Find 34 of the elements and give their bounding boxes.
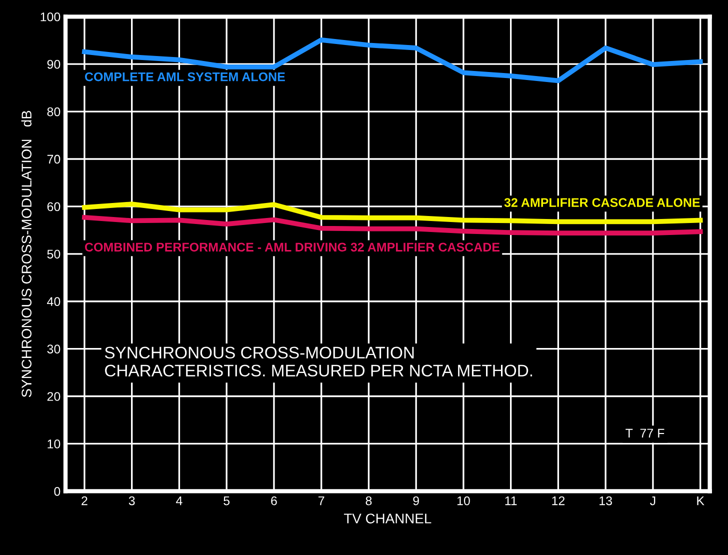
y-tick-label: 10 — [48, 440, 60, 448]
y-axis-title: SYNCHRONOUS CROSS-MODULATION dB — [21, 110, 32, 398]
y-tick-label: 80 — [47, 107, 60, 116]
x-tick-label: K — [697, 496, 704, 506]
y-tick-label: 50 — [47, 250, 60, 259]
x-tick-label: 8 — [366, 496, 372, 506]
series-label: COMPLETE AML SYSTEM ALONE — [84, 72, 285, 82]
x-tick-label: 11 — [505, 496, 517, 506]
annotation: T 77 F — [626, 428, 664, 438]
x-tick-label: 12 — [552, 496, 565, 506]
series-label: COMBINED PERFORMANCE - AML DRIVING 32 AMPLIFIER CASCADE — [84, 242, 500, 252]
x-tick-label: 5 — [224, 496, 230, 506]
x-tick-label: 9 — [413, 496, 419, 506]
line-series — [82, 214, 703, 236]
annotation: SYNCHRONOUS CROSS-MODULATION CHARACTERISTICS. MEASURED PER NCTA METHOD. — [104, 346, 532, 377]
x-tick-label: 2 — [82, 496, 88, 506]
x-tick-label: J — [650, 496, 656, 506]
x-axis-title: TV CHANNEL — [344, 514, 432, 524]
x-tick-label: 3 — [128, 496, 135, 506]
y-tick-label: 100 — [40, 12, 60, 22]
y-tick-label: 90 — [47, 60, 60, 69]
series-label: 32 AMPLIFIER CASCADE ALONE — [504, 198, 700, 207]
x-tick-label: 6 — [271, 496, 277, 506]
y-tick-label: 40 — [47, 297, 60, 306]
y-tick-label: 20 — [47, 392, 60, 401]
y-tick-label: 70 — [47, 154, 60, 164]
y-tick-label: 30 — [47, 344, 60, 354]
y-tick-label: 0 — [54, 486, 60, 496]
x-tick-label: 10 — [457, 496, 470, 506]
x-tick-label: 13 — [600, 496, 612, 506]
y-tick-label: 60 — [47, 202, 60, 212]
x-tick-label: 4 — [176, 496, 182, 506]
line-series — [82, 37, 703, 84]
x-tick-label: 7 — [318, 496, 324, 506]
